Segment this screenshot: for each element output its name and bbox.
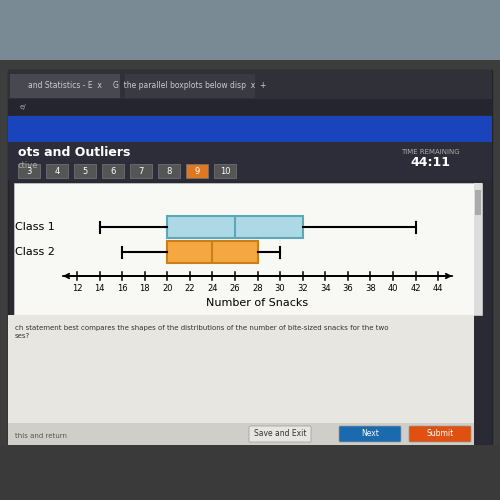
FancyBboxPatch shape xyxy=(474,183,482,315)
Text: e/: e/ xyxy=(20,104,26,110)
FancyBboxPatch shape xyxy=(0,445,500,500)
Text: 18: 18 xyxy=(140,284,150,293)
FancyBboxPatch shape xyxy=(10,74,120,98)
Text: ots and Outliers: ots and Outliers xyxy=(18,146,130,158)
Text: 9: 9 xyxy=(194,166,200,175)
FancyBboxPatch shape xyxy=(409,426,471,442)
Text: 7: 7 xyxy=(138,166,143,175)
FancyBboxPatch shape xyxy=(339,426,401,442)
Text: and Statistics - E  x: and Statistics - E x xyxy=(28,82,102,90)
Text: 5: 5 xyxy=(82,166,87,175)
Text: 14: 14 xyxy=(94,284,105,293)
FancyBboxPatch shape xyxy=(18,164,40,178)
Text: 22: 22 xyxy=(184,284,195,293)
Text: Number of Snacks: Number of Snacks xyxy=(206,298,308,308)
FancyBboxPatch shape xyxy=(8,70,492,100)
Text: 16: 16 xyxy=(117,284,128,293)
FancyBboxPatch shape xyxy=(8,423,474,445)
FancyBboxPatch shape xyxy=(8,99,492,115)
Text: 6: 6 xyxy=(110,166,116,175)
FancyBboxPatch shape xyxy=(249,426,311,442)
FancyBboxPatch shape xyxy=(102,164,124,178)
FancyBboxPatch shape xyxy=(167,216,302,238)
Text: 28: 28 xyxy=(252,284,263,293)
Text: Next: Next xyxy=(361,430,379,438)
FancyBboxPatch shape xyxy=(74,164,96,178)
FancyBboxPatch shape xyxy=(214,164,236,178)
Text: 40: 40 xyxy=(388,284,398,293)
FancyBboxPatch shape xyxy=(8,315,474,445)
FancyBboxPatch shape xyxy=(167,241,258,263)
FancyBboxPatch shape xyxy=(0,60,500,500)
Text: 38: 38 xyxy=(365,284,376,293)
Text: 44:11: 44:11 xyxy=(410,156,450,170)
Text: Submit: Submit xyxy=(426,430,454,438)
FancyBboxPatch shape xyxy=(475,190,481,215)
Text: 3: 3 xyxy=(26,166,32,175)
Text: 42: 42 xyxy=(410,284,421,293)
Text: Class 2: Class 2 xyxy=(15,247,55,257)
FancyBboxPatch shape xyxy=(46,164,68,178)
Text: 24: 24 xyxy=(207,284,218,293)
Text: 44: 44 xyxy=(433,284,444,293)
FancyBboxPatch shape xyxy=(8,116,492,142)
Text: TIME REMAINING: TIME REMAINING xyxy=(400,149,460,155)
FancyBboxPatch shape xyxy=(0,0,500,70)
Text: 34: 34 xyxy=(320,284,330,293)
Text: 10: 10 xyxy=(220,166,230,175)
Text: G  the parallel boxplots below disp  x  +: G the parallel boxplots below disp x + xyxy=(114,82,266,90)
Text: 12: 12 xyxy=(72,284,82,293)
FancyBboxPatch shape xyxy=(125,74,255,98)
FancyBboxPatch shape xyxy=(8,142,492,180)
FancyBboxPatch shape xyxy=(8,70,492,445)
FancyBboxPatch shape xyxy=(14,183,482,315)
Text: 4: 4 xyxy=(54,166,60,175)
Text: Save and Exit: Save and Exit xyxy=(254,430,306,438)
Text: 26: 26 xyxy=(230,284,240,293)
Text: ctive: ctive xyxy=(18,162,38,170)
Text: this and return: this and return xyxy=(15,433,67,439)
FancyBboxPatch shape xyxy=(158,164,180,178)
Text: 32: 32 xyxy=(298,284,308,293)
Text: 20: 20 xyxy=(162,284,172,293)
Text: ch statement best compares the shapes of the distributions of the number of bite: ch statement best compares the shapes of… xyxy=(15,325,388,331)
FancyBboxPatch shape xyxy=(186,164,208,178)
FancyBboxPatch shape xyxy=(130,164,152,178)
Text: Class 1: Class 1 xyxy=(15,222,55,232)
Text: 36: 36 xyxy=(342,284,353,293)
Text: 30: 30 xyxy=(275,284,285,293)
Text: 8: 8 xyxy=(166,166,172,175)
Text: ses?: ses? xyxy=(15,333,30,339)
